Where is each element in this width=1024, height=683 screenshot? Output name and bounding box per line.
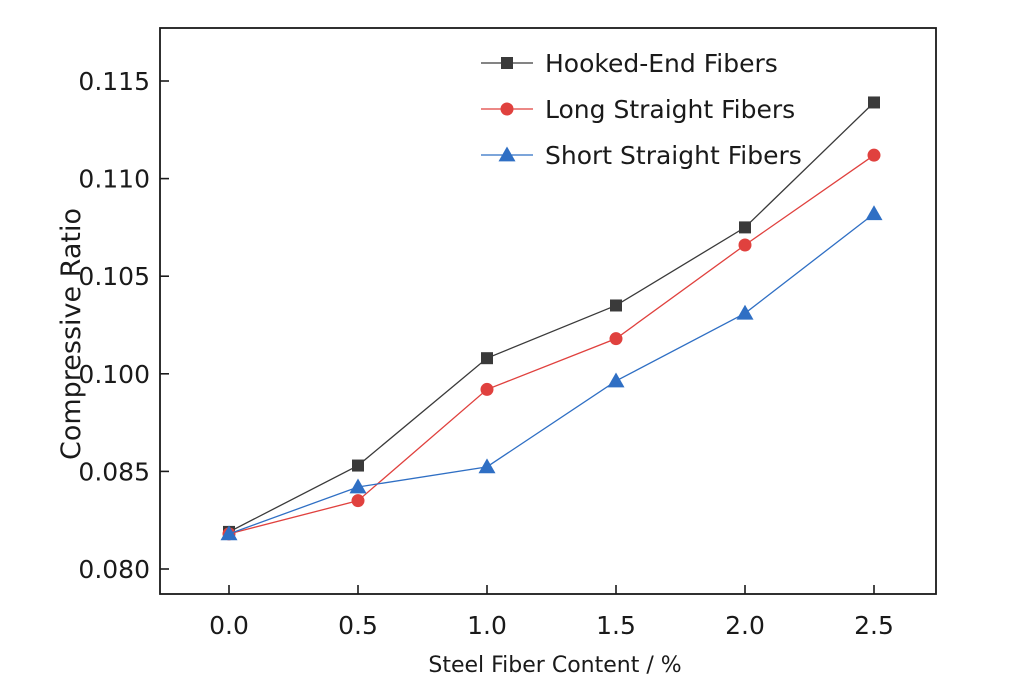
data-point-circle <box>738 238 752 252</box>
data-point-triangle <box>736 304 754 320</box>
y-axis: 0.080 0.085 0.100 0.105 0.110 0.115 <box>78 67 169 584</box>
series-long-straight-fibers <box>222 148 881 541</box>
series-short-straight-fibers <box>220 205 883 541</box>
legend-marker-circle <box>500 102 514 116</box>
legend-label: Hooked-End Fibers <box>545 49 778 78</box>
x-tick-label: 2.0 <box>725 611 765 640</box>
data-point-square <box>610 299 622 312</box>
x-tick-label: 1.5 <box>596 611 636 640</box>
series-layer <box>220 96 883 541</box>
data-point-square <box>739 221 751 234</box>
y-tick-label: 0.080 <box>78 555 150 584</box>
x-axis: 0.0 0.5 1.0 1.5 2.0 2.5 <box>209 585 894 640</box>
data-point-circle <box>609 332 623 346</box>
legend-marker-triangle <box>498 146 516 162</box>
legend-marker-square <box>501 57 513 69</box>
data-point-circle <box>867 148 881 162</box>
data-point-triangle <box>607 372 625 388</box>
data-point-square <box>868 96 880 109</box>
x-tick-label: 2.5 <box>854 611 894 640</box>
x-axis-title: Steel Fiber Content / % <box>428 653 681 678</box>
series-line <box>228 154 875 535</box>
y-tick-label: 0.085 <box>78 457 150 486</box>
data-point-triangle <box>478 458 496 474</box>
legend-label: Long Straight Fibers <box>545 95 795 124</box>
plot-frame <box>159 27 937 595</box>
legend: Hooked-End Fibers Long Straight Fibers Sho… <box>481 49 802 170</box>
legend-label: Short Straight Fibers <box>545 141 802 170</box>
y-tick-label: 0.115 <box>78 67 150 96</box>
data-point-circle <box>480 382 494 396</box>
data-point-circle <box>351 494 365 508</box>
data-point-triangle <box>349 478 367 494</box>
y-tick-label: 0.105 <box>78 262 150 291</box>
y-tick-label: 0.110 <box>78 165 150 194</box>
data-point-triangle <box>220 525 238 541</box>
y-tick-label: 0.100 <box>78 360 150 389</box>
x-tick-label: 0.5 <box>338 611 378 640</box>
x-tick-label: 1.0 <box>467 611 507 640</box>
data-point-triangle <box>865 205 883 221</box>
x-tick-label: 0.0 <box>209 611 249 640</box>
data-point-square <box>481 352 493 365</box>
y-axis-title: Compressive Ratio <box>56 208 87 460</box>
series-line <box>228 213 875 535</box>
data-point-square <box>352 459 364 472</box>
series-line <box>228 102 875 533</box>
